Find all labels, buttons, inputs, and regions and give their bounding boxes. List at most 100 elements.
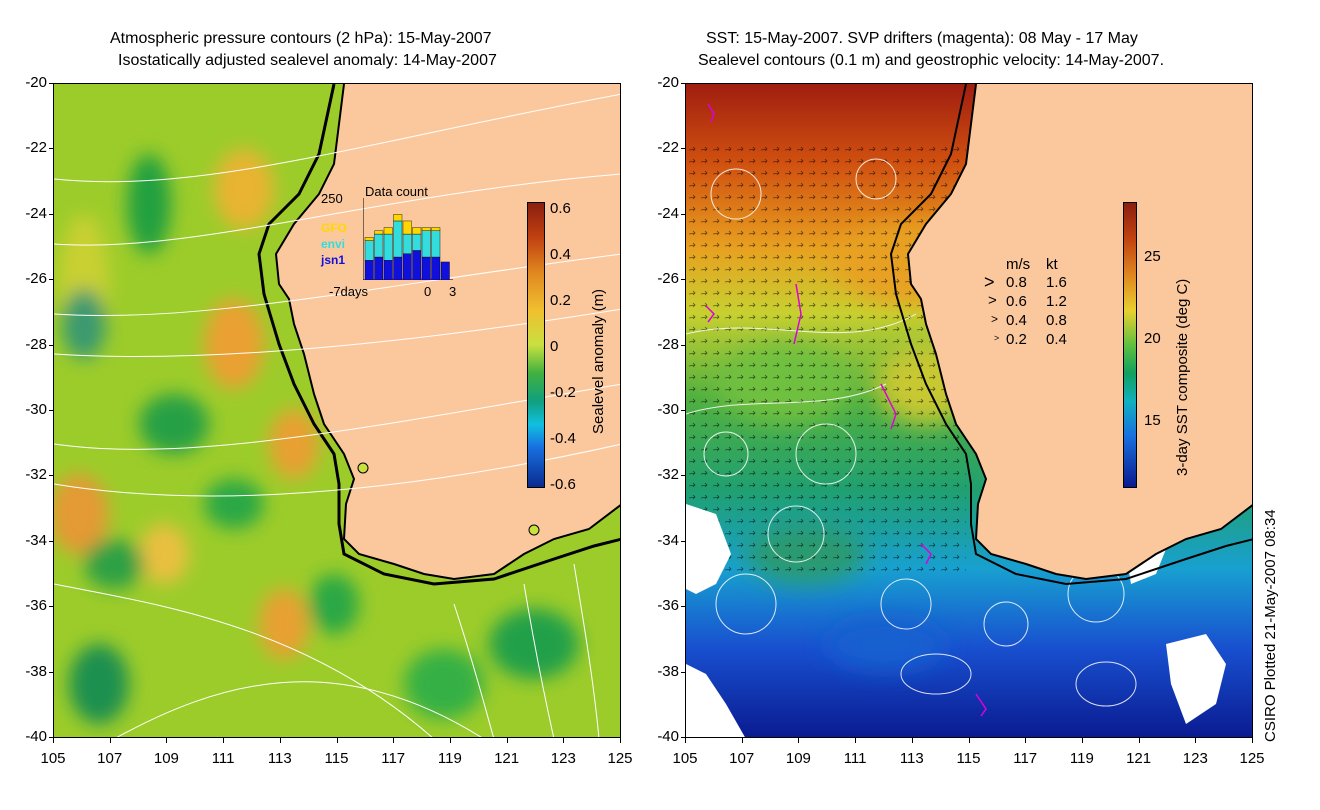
lon-tick-mark (449, 738, 451, 743)
lon-tick-label: 105 (40, 750, 66, 767)
lat-tick-label: -40 (657, 728, 679, 745)
lat-tick-label: -38 (657, 662, 679, 680)
lat-tick-label: -40 (25, 728, 47, 745)
lat-tick-label: -36 (25, 597, 47, 615)
lon-tick-label: 105 (672, 750, 698, 767)
australia-land (908, 84, 1252, 579)
velocity-arrow-icon: > (988, 292, 997, 309)
lon-tick-label: 125 (607, 750, 633, 767)
lon-tick-label: 111 (843, 750, 867, 767)
lon-tick-label: 119 (437, 750, 462, 767)
lat-tick-label: -26 (657, 270, 679, 288)
lon-tick-label: 125 (1239, 750, 1265, 767)
lat-tick-label: -24 (657, 204, 679, 222)
sst-tick: 20 (1144, 330, 1161, 347)
lon-tick-mark (53, 738, 54, 743)
lon-tick-mark (620, 738, 621, 743)
lon-tick-mark (1195, 738, 1197, 743)
lon-tick-label: 115 (324, 750, 349, 767)
sealevel-tick: 0.4 (550, 246, 571, 263)
lat-tick-label: -24 (25, 204, 47, 222)
velocity-kt: 0.8 (1046, 312, 1067, 329)
sealevel-anomaly-map[interactable]: 0.6 0.4 0.2 0 -0.2 -0.4 -0.6 Sealevel an… (53, 83, 621, 738)
sealevel-tick: -0.2 (550, 384, 576, 401)
lon-tick-mark (798, 738, 800, 743)
lat-tick-mark (681, 410, 685, 411)
inset-bar-jsn1 (440, 261, 450, 280)
sst-colorbar-label: 3-day SST composite (deg C) (1174, 278, 1191, 476)
inset-bar-jsn1 (383, 260, 393, 280)
lat-tick-mark (49, 344, 53, 346)
inset-bar-envi (383, 233, 393, 261)
plot-credit: CSIRO Plotted 21-May-2007 08:34 (1262, 509, 1279, 742)
lon-tick-mark (166, 738, 168, 743)
sst-map-svg (686, 84, 1252, 737)
velocity-ms: 0.8 (1006, 274, 1027, 291)
lon-tick-label: 117 (381, 750, 406, 767)
velocity-ms: 0.6 (1006, 293, 1027, 310)
site-marker[interactable] (528, 524, 540, 536)
inset-xlabel-left: -7days (329, 284, 369, 299)
lon-tick-label: 109 (785, 750, 811, 767)
inset-bar-jsn1 (431, 256, 441, 280)
inset-bar-envi (421, 230, 431, 258)
coastline (906, 84, 1252, 581)
lon-tick-mark (223, 738, 225, 743)
lat-tick-mark (681, 737, 685, 738)
sealevel-contours (686, 158, 1137, 707)
lat-tick-mark (49, 540, 53, 542)
lat-tick-label: -34 (25, 531, 47, 549)
inset-bar-jsn1 (421, 256, 431, 280)
lon-tick-mark (968, 738, 970, 743)
inset-bar-envi (412, 233, 422, 251)
lon-tick-label: 109 (153, 750, 179, 767)
lon-tick-label: 119 (1069, 750, 1094, 767)
lat-tick-mark (49, 737, 53, 738)
lat-tick-mark (681, 606, 685, 608)
sealevel-tick: 0.6 (550, 200, 571, 217)
lat-tick-mark (681, 671, 685, 673)
lat-tick-label: -30 (25, 401, 47, 418)
shelf-edge (257, 84, 620, 586)
inset-title: Data count (365, 184, 428, 199)
right-title-line2: Sealevel contours (0.1 m) and geostrophi… (698, 52, 1165, 69)
lat-tick-label: -36 (657, 597, 679, 615)
velocity-ms: 0.4 (1006, 312, 1027, 329)
inset-bar-GFO (364, 237, 374, 241)
lat-tick-label: -22 (657, 139, 679, 157)
inset-bar-jsn1 (393, 256, 403, 280)
anomaly-blobs (54, 149, 579, 724)
left-title-line2: Isostatically adjusted sealevel anomaly:… (118, 52, 497, 69)
velocity-arrow-icon: > (984, 272, 995, 292)
lon-tick-mark (393, 738, 395, 743)
lon-tick-label: 117 (1013, 750, 1038, 767)
svp-drifter-tracks (705, 103, 987, 717)
lon-tick-mark (336, 738, 338, 743)
lon-tick-mark (1138, 738, 1140, 743)
lon-tick-mark (741, 738, 743, 743)
left-title-line1: Atmospheric pressure contours (2 hPa): 1… (110, 30, 492, 47)
sst-tick: 15 (1144, 412, 1161, 429)
lat-tick-mark (49, 213, 53, 215)
sst-tick: 25 (1144, 248, 1161, 265)
inset-bar-jsn1 (412, 250, 422, 280)
inset-series-envi: envi (321, 237, 346, 251)
inset-xlabel-mid: 0 (424, 284, 432, 299)
lat-tick-label: -20 (25, 74, 47, 91)
velocity-header-kt: kt (1046, 256, 1058, 273)
velocity-arrow-icon: > (991, 312, 999, 326)
velocity-ms: 0.2 (1006, 331, 1027, 348)
sst-map[interactable]: m/s kt > 0.8 1.6 > 0.6 1.2 > 0.4 0.8 > 0… (685, 83, 1253, 738)
lon-tick-label: 107 (97, 750, 123, 767)
lat-tick-label: -28 (657, 335, 679, 353)
lon-tick-mark (1252, 738, 1253, 743)
inset-bar-GFO (421, 227, 431, 232)
lat-tick-label: -22 (25, 139, 47, 157)
inset-bar-jsn1 (402, 253, 412, 280)
lat-tick-mark (681, 344, 685, 346)
data-count-inset: Data count 250 GFO envi jsn1 -7days 0 3 (309, 184, 456, 299)
velocity-kt: 1.6 (1046, 274, 1067, 291)
lat-tick-label: -30 (657, 401, 679, 418)
inset-bar-envi (393, 220, 403, 258)
site-marker[interactable] (357, 462, 369, 474)
